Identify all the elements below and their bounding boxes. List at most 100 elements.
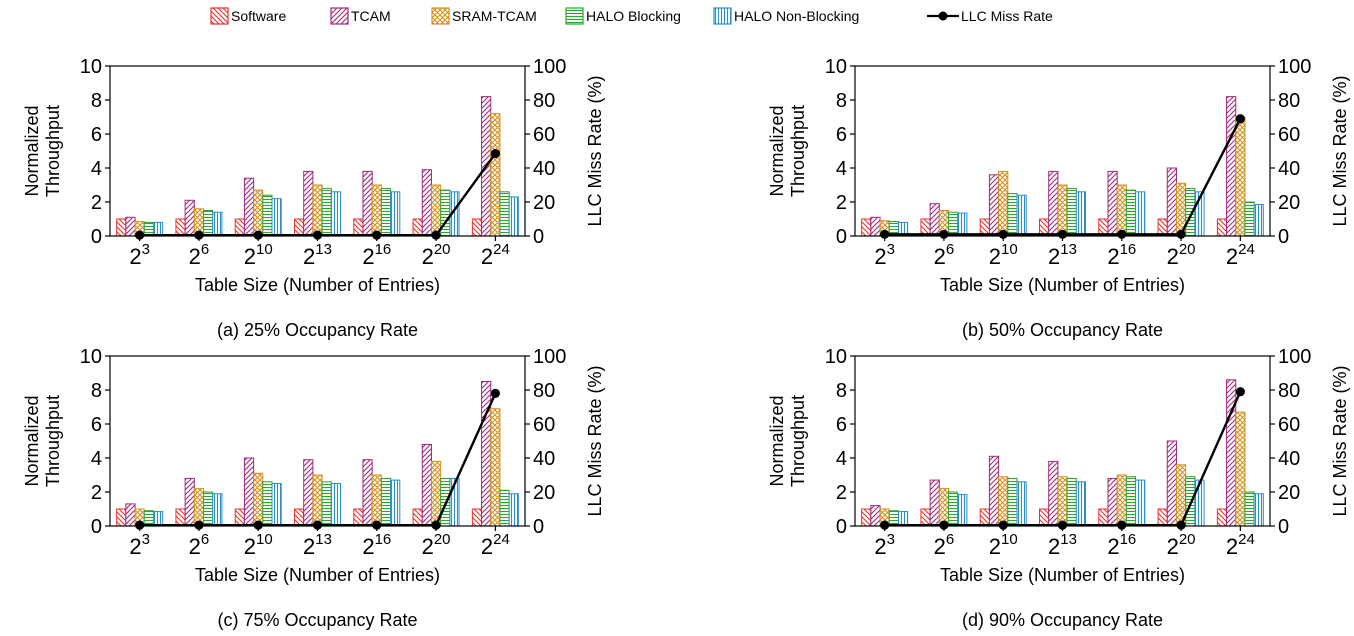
x-tick-label: 26: [189, 241, 210, 269]
y-tick-label: 2: [91, 482, 102, 504]
x-tick-base: 2: [934, 244, 946, 269]
bar-sram-tcam-3: [312, 474, 323, 527]
llc-miss-rate-point-5: [1176, 229, 1186, 239]
y-axis-label-line-1: Normalized: [22, 395, 42, 486]
bar-halo-blocking-4: [380, 187, 392, 237]
x-tick-exponent: 20: [434, 531, 451, 548]
llc-miss-rate-point-3: [1057, 520, 1068, 530]
x-tick-base: 2: [1107, 244, 1119, 269]
y2-tick-label: 60: [1278, 124, 1300, 146]
legend-label: LLC Miss Rate: [961, 8, 1053, 24]
x-tick-label: 210: [989, 241, 1018, 269]
y2-tick-label: 80: [1278, 90, 1300, 112]
y-axis-label-line-2: Throughput: [43, 105, 63, 197]
bar-software-6: [471, 218, 483, 237]
bar-software-1: [175, 218, 186, 237]
bar-tcam-0: [870, 505, 881, 527]
y2-tick-label: 40: [533, 448, 555, 470]
bar-halo-non-blocking-1: [957, 494, 968, 527]
bar-sram-tcam-2: [998, 476, 1009, 527]
y-tick-label: 8: [836, 380, 847, 402]
x-tick-base: 2: [129, 244, 141, 269]
x-tick-label: 224: [1226, 531, 1255, 559]
bar-software-6: [471, 508, 483, 527]
x-tick-base: 2: [1167, 534, 1179, 559]
llc-miss-rate-point-3: [1057, 229, 1068, 239]
bar-tcam-5: [421, 169, 432, 237]
llc-miss-rate-point-4: [372, 230, 382, 240]
y2-tick-label: 80: [533, 90, 555, 112]
x-tick-base: 2: [481, 244, 493, 269]
bar-halo-blocking-3: [321, 481, 332, 527]
y-axis-label-line-2: Throughput: [788, 105, 808, 197]
bar-halo-non-blocking-1: [957, 212, 968, 237]
bar-halo-non-blocking-4: [1135, 479, 1146, 527]
y2-tick-label: 20: [1278, 482, 1300, 504]
bar-halo-non-blocking-1: [212, 493, 223, 527]
y2-tick-label: 40: [1278, 158, 1300, 180]
x-tick-label: 23: [129, 531, 150, 559]
bar-software-2: [234, 508, 245, 527]
bar-software-5: [412, 218, 423, 237]
bar-sram-tcam-5: [430, 184, 442, 237]
llc-miss-rate-point-0: [135, 230, 145, 240]
panel-caption: (b) 50% Occupancy Rate: [962, 320, 1163, 340]
y-tick-label: 6: [91, 124, 102, 146]
x-tick-label: 216: [362, 241, 391, 269]
bar-halo-blocking-6: [499, 489, 510, 527]
x-tick-exponent: 13: [315, 241, 332, 258]
x-tick-base: 2: [1107, 534, 1119, 559]
y-tick-label: 4: [91, 448, 102, 470]
x-tick-exponent: 20: [1179, 531, 1196, 548]
legend-entry-halo-blocking: HALO Blocking: [565, 7, 681, 25]
x-tick-base: 2: [1048, 534, 1060, 559]
bar-sram-tcam-3: [312, 184, 323, 237]
bar-tcam-3: [1048, 460, 1059, 527]
y2-tick-label: 0: [1278, 226, 1289, 248]
bar-halo-blocking-2: [1007, 193, 1018, 237]
bar-software-4: [353, 508, 364, 527]
bar-halo-non-blocking-2: [271, 483, 282, 527]
y-tick-label: 8: [91, 380, 102, 402]
llc-miss-rate-point-3: [312, 520, 323, 530]
x-tick-exponent: 20: [1179, 241, 1196, 258]
bar-tcam-5: [421, 443, 432, 527]
bar-sram-tcam-4: [371, 474, 382, 527]
y2-tick-label: 0: [533, 516, 544, 538]
bar-halo-blocking-2: [262, 481, 273, 527]
y2-tick-label: 60: [533, 414, 555, 436]
llc-miss-rate-point-6: [490, 148, 500, 159]
bar-halo-blocking-2: [262, 194, 273, 237]
y-axis-label-line-2: Throughput: [43, 395, 63, 487]
x-tick-base: 2: [129, 534, 141, 559]
llc-miss-rate-series: [135, 148, 500, 240]
y-tick-label: 10: [80, 346, 102, 368]
x-tick-base: 2: [244, 534, 256, 559]
x-tick-exponent: 6: [946, 241, 954, 258]
bar-halo-blocking-0: [888, 510, 899, 527]
x-tick-base: 2: [1167, 244, 1179, 269]
x-tick-exponent: 3: [142, 531, 150, 548]
x-tick-exponent: 16: [375, 531, 392, 548]
legend-entry-tcam: TCAM: [330, 7, 391, 25]
x-tick-base: 2: [1048, 244, 1060, 269]
x-tick-base: 2: [189, 534, 201, 559]
y-tick-label: 0: [91, 516, 102, 538]
bar-software-4: [353, 218, 364, 237]
x-tick-base: 2: [989, 534, 1001, 559]
bar-sram-tcam-1: [938, 488, 950, 527]
bar-tcam-3: [303, 170, 314, 237]
panel-caption: (d) 90% Occupancy Rate: [962, 610, 1163, 630]
y2-tick-label: 0: [1278, 516, 1289, 538]
bar-software-1: [920, 508, 931, 527]
x-tick-exponent: 10: [256, 531, 273, 548]
bar-software-0: [116, 218, 127, 237]
x-tick-exponent: 13: [1060, 531, 1077, 548]
y-axis-label-line-2: Throughput: [788, 395, 808, 487]
bar-halo-non-blocking-2: [271, 198, 282, 237]
x-tick-base: 2: [481, 534, 493, 559]
x-tick-base: 2: [934, 534, 946, 559]
x-tick-base: 2: [303, 534, 315, 559]
